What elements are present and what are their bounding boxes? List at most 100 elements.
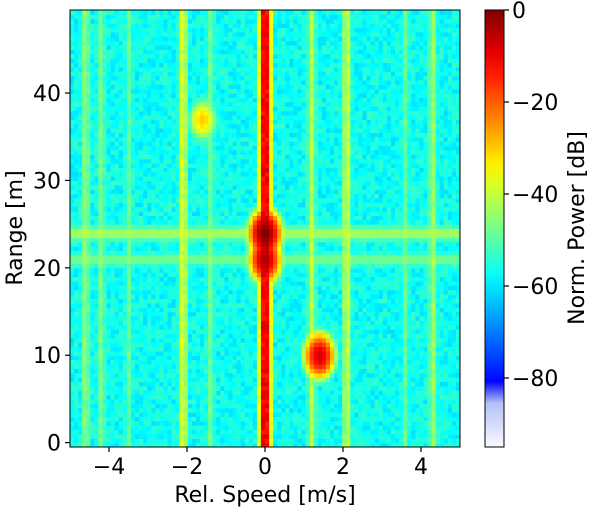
heatmap-cell: [411, 276, 416, 282]
heatmap-cell: [281, 442, 286, 447]
heatmap-cell: [346, 307, 351, 313]
heatmap-cell: [232, 333, 238, 339]
heatmap-cell: [232, 241, 238, 247]
heatmap-cell: [431, 298, 437, 304]
heatmap-cell: [407, 342, 412, 348]
heatmap-cell: [277, 438, 282, 444]
heatmap-cell: [228, 294, 234, 300]
heatmap-cell: [74, 355, 79, 361]
heatmap-cell: [151, 241, 156, 247]
heatmap-cell: [390, 237, 396, 243]
heatmap-cell: [114, 307, 120, 313]
heatmap-cell: [305, 272, 311, 278]
heatmap-cell: [354, 363, 360, 369]
heatmap-cell: [431, 420, 437, 426]
heatmap-cell: [362, 276, 368, 282]
heatmap-cell: [439, 420, 445, 426]
heatmap-cell: [139, 438, 144, 444]
heatmap-cell: [301, 425, 307, 431]
heatmap-cell: [415, 228, 420, 234]
heatmap-cell: [390, 377, 396, 383]
heatmap-cell: [439, 355, 445, 361]
heatmap-cell: [167, 337, 173, 343]
heatmap-cell: [86, 272, 91, 278]
heatmap-cell: [265, 320, 270, 326]
heatmap-cell: [256, 245, 262, 251]
heatmap-cell: [159, 324, 165, 330]
heatmap-cell: [252, 219, 258, 225]
heatmap-cell: [74, 324, 79, 330]
heatmap-cell: [317, 263, 323, 269]
heatmap-cell: [155, 285, 160, 291]
heatmap-cell: [167, 302, 173, 308]
heatmap-cell: [415, 329, 420, 334]
heatmap-cell: [200, 237, 205, 243]
heatmap-cell: [130, 394, 136, 400]
heatmap-cell: [399, 224, 404, 230]
heatmap-cell: [90, 324, 95, 330]
heatmap-cell: [139, 298, 144, 304]
heatmap-cell: [143, 267, 148, 273]
heatmap-cell: [224, 329, 230, 334]
heatmap-cell: [447, 245, 453, 251]
heatmap-cell: [313, 228, 319, 234]
heatmap-cell: [126, 363, 132, 369]
heatmap-cell: [338, 433, 343, 439]
heatmap-cell: [358, 420, 364, 426]
heatmap-cell: [358, 280, 364, 286]
heatmap-cell: [317, 442, 323, 447]
heatmap-cell: [191, 425, 197, 431]
heatmap-cell: [216, 425, 221, 431]
heatmap-cell: [159, 254, 165, 260]
heatmap-cell: [285, 346, 290, 352]
heatmap-cell: [252, 346, 258, 352]
heatmap-cell: [224, 403, 230, 409]
heatmap-cell: [167, 294, 173, 300]
heatmap-cell: [155, 254, 160, 260]
heatmap-cell: [204, 442, 209, 447]
heatmap-cell: [407, 433, 412, 439]
heatmap-cell: [126, 294, 132, 300]
heatmap-cell: [175, 390, 181, 396]
heatmap-cell: [78, 363, 83, 369]
heatmap-cell: [114, 280, 120, 286]
heatmap-cell: [191, 390, 197, 396]
heatmap-cell: [240, 359, 246, 365]
heatmap-cell: [305, 412, 311, 418]
heatmap-cell: [232, 398, 238, 404]
heatmap-cell: [431, 390, 437, 396]
heatmap-cell: [106, 350, 112, 356]
heatmap-cell: [110, 403, 116, 409]
heatmap-cell: [342, 294, 347, 300]
heatmap-cell: [403, 350, 408, 356]
heatmap-cell: [212, 359, 217, 365]
heatmap-cell: [362, 250, 368, 256]
heatmap-cell: [374, 285, 380, 291]
heatmap-cell: [346, 254, 351, 260]
heatmap-cell: [94, 350, 100, 356]
heatmap-cell: [220, 245, 225, 251]
heatmap-cell: [317, 433, 323, 439]
heatmap-cell: [175, 267, 181, 273]
heatmap-cell: [309, 355, 315, 361]
heatmap-cell: [224, 311, 230, 317]
heatmap-cell: [399, 377, 404, 383]
heatmap-cell: [342, 394, 347, 400]
heatmap-cell: [114, 394, 120, 400]
heatmap-cell: [399, 433, 404, 439]
heatmap-cell: [415, 219, 420, 225]
heatmap-cell: [260, 433, 266, 439]
heatmap-cell: [175, 342, 181, 348]
heatmap-cell: [179, 346, 185, 352]
heatmap-cell: [212, 241, 217, 247]
heatmap-cell: [439, 267, 445, 273]
heatmap-cell: [346, 237, 351, 243]
heatmap-cell: [98, 254, 104, 260]
heatmap-cell: [94, 267, 100, 273]
heatmap-cell: [179, 438, 185, 444]
heatmap-cell: [366, 285, 372, 291]
heatmap-cell: [78, 438, 83, 444]
heatmap-cell: [321, 412, 327, 418]
heatmap-cell: [106, 329, 112, 334]
heatmap-cell: [244, 237, 250, 243]
